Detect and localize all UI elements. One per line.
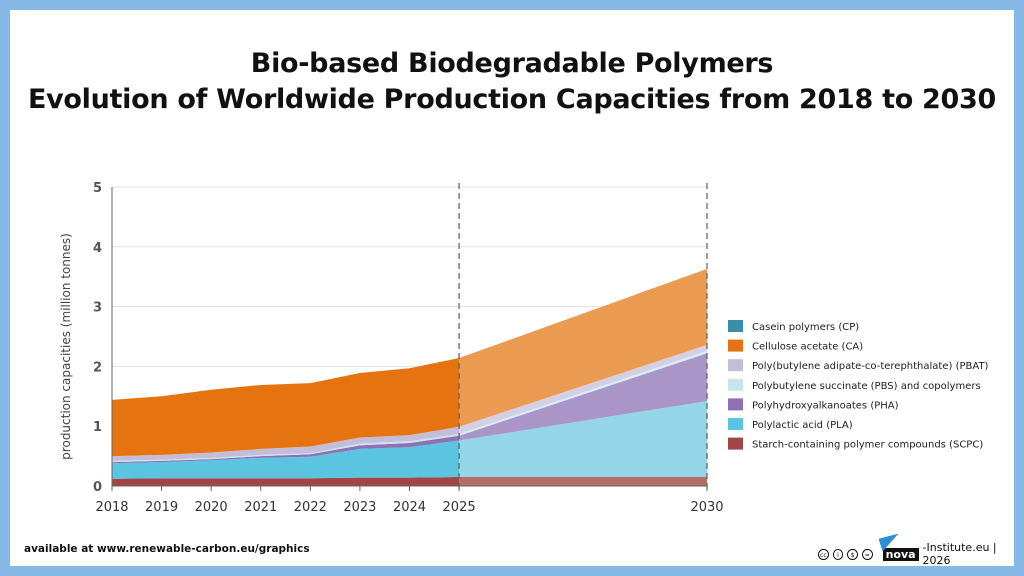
legend-swatch [728,418,743,430]
projected-area-cellulose-acetate-ca- [459,268,707,427]
nd-icon: = [861,548,873,560]
projected-area-polybutylene-succinate-pbs-and-copolymers [459,350,707,436]
area-starch-containing-polymer-compounds-scpc- [112,477,460,486]
y-axis-label: production capacities (million tonnes) [59,233,73,460]
projected-area-poly-butylene-adipate-co-terephthalate-pbat- [459,344,707,434]
nova-logo: nova [882,547,919,561]
y-tick-label: 2 [93,360,102,375]
y-tick-label: 5 [93,181,102,196]
credit: cc i $ = nova -Institute.eu | 2026 [818,541,1024,567]
legend-label: Casein polymers (CP) [752,322,859,333]
y-tick-label: 4 [93,241,102,256]
area-polylactic-acid-pla- [112,440,460,479]
area-cellulose-acetate-ca- [112,358,460,457]
projected-area-starch-containing-polymer-compounds-scpc- [459,477,707,486]
credit-text: -Institute.eu | 2026 [922,541,997,567]
legend-swatch [728,437,743,450]
legend-label: Cellulose acetate (CA) [752,342,863,353]
legend-label: Polylactic acid (PLA) [752,420,853,431]
projected-area-polyhydroxyalkanoates-pha- [459,353,707,441]
x-tick-label: 2024 [393,500,426,515]
legend-swatch [728,398,743,411]
x-tick-label: 2021 [244,500,277,515]
legend-swatch [728,359,743,372]
legend-swatch [728,378,743,391]
projected-area-polylactic-acid-pla- [459,401,707,478]
x-tick-label: 2030 [690,500,723,515]
nc-icon: $ [847,548,858,560]
x-tick-label: 2025 [443,500,476,515]
legend-swatch [728,339,743,352]
legend-label: Starch-containing polymer compounds (SCP… [752,440,983,451]
x-tick-label: 2023 [343,500,376,515]
x-tick-label: 2022 [294,500,327,515]
chart-subtitle: Evolution of Worldwide Production Capaci… [27,84,997,115]
source-note: available at www.renewable-carbon.eu/gra… [24,543,310,555]
x-tick-label: 2018 [95,500,128,515]
cc-icon: cc [818,548,829,560]
x-tick-label: 2020 [195,500,228,515]
chart-title: Bio-based Biodegradable Polymers [250,48,774,79]
legend-label: Polyhydroxyalkanoates (PHA) [752,400,899,411]
area-poly-butylene-adipate-co-terephthalate-pbat- [112,426,460,461]
y-tick-label: 3 [93,301,102,316]
y-tick-label: 1 [93,420,102,435]
legend-swatch [728,320,743,332]
legend-label: Poly(butylene adipate-co-terephthalate) … [752,361,989,372]
by-icon: i [832,548,844,560]
x-tick-label: 2019 [145,500,178,515]
y-tick-label: 0 [93,480,102,495]
legend-label: Polybutylene succinate (PBS) and copolym… [752,381,981,392]
